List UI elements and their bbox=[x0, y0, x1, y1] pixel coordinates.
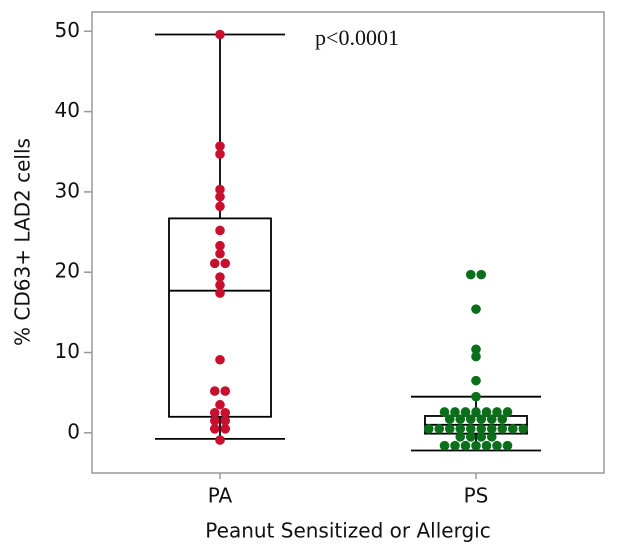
data-point bbox=[215, 201, 225, 212]
data-point bbox=[215, 191, 225, 202]
data-point bbox=[209, 258, 220, 269]
data-point bbox=[471, 351, 481, 362]
data-point bbox=[486, 414, 497, 424]
x-tick-label: PS bbox=[464, 484, 489, 508]
data-point bbox=[476, 424, 487, 434]
data-point bbox=[215, 280, 225, 290]
data-point bbox=[455, 432, 466, 442]
data-point bbox=[465, 424, 476, 434]
y-tick-label: 20 bbox=[55, 259, 80, 283]
y-tick-label: 0 bbox=[67, 419, 80, 443]
data-point bbox=[465, 269, 476, 280]
data-point bbox=[423, 424, 434, 434]
data-point bbox=[220, 424, 231, 434]
data-point bbox=[471, 391, 481, 402]
data-point bbox=[455, 414, 466, 424]
data-point bbox=[465, 414, 476, 424]
y-tick-label: 10 bbox=[55, 339, 80, 363]
data-point bbox=[439, 440, 450, 451]
p-value: p<0.0001 bbox=[315, 25, 399, 50]
data-point bbox=[518, 424, 529, 434]
data-point bbox=[502, 407, 513, 417]
data-point bbox=[444, 414, 455, 424]
data-point bbox=[476, 414, 487, 424]
data-point bbox=[444, 424, 455, 434]
plot-frame bbox=[91, 11, 605, 474]
data-point bbox=[434, 424, 445, 434]
data-point bbox=[209, 407, 220, 418]
data-point bbox=[215, 354, 225, 365]
y-tick-label: 50 bbox=[55, 18, 80, 42]
data-point bbox=[465, 432, 476, 442]
data-point bbox=[471, 440, 481, 451]
data-point bbox=[507, 424, 518, 434]
data-point bbox=[215, 149, 225, 159]
data-point bbox=[215, 288, 225, 298]
data-point bbox=[471, 344, 481, 355]
data-point bbox=[471, 407, 481, 417]
data-point bbox=[492, 407, 502, 417]
box bbox=[168, 217, 272, 418]
data-point bbox=[460, 407, 471, 417]
data-point bbox=[476, 269, 487, 280]
y-tick-label: 40 bbox=[55, 98, 80, 122]
data-point bbox=[220, 407, 231, 418]
data-point bbox=[450, 407, 460, 417]
data-point bbox=[471, 375, 481, 386]
y-tick-label: 30 bbox=[55, 178, 80, 202]
x-tick-label: PA bbox=[208, 484, 233, 508]
data-point bbox=[215, 399, 225, 410]
data-point bbox=[215, 225, 225, 236]
data-point bbox=[220, 415, 231, 426]
data-point bbox=[215, 272, 225, 282]
data-point bbox=[215, 184, 225, 195]
data-point bbox=[497, 414, 508, 424]
data-point bbox=[502, 440, 513, 451]
data-point bbox=[209, 424, 220, 434]
data-point bbox=[439, 407, 450, 417]
data-point bbox=[476, 432, 487, 442]
data-point bbox=[481, 407, 492, 417]
data-point bbox=[209, 386, 220, 396]
data-point bbox=[215, 240, 225, 251]
data-point bbox=[450, 440, 460, 451]
data-point bbox=[471, 304, 481, 314]
data-point bbox=[481, 440, 492, 451]
data-point bbox=[486, 432, 497, 442]
data-point bbox=[215, 248, 225, 259]
data-point bbox=[460, 440, 471, 451]
data-point bbox=[455, 424, 466, 434]
data-point bbox=[220, 386, 231, 396]
data-point bbox=[492, 440, 502, 451]
y-axis-title: % CD63+ LAD2 cells bbox=[11, 138, 35, 346]
data-point bbox=[220, 258, 231, 269]
data-point bbox=[215, 435, 225, 445]
data-point bbox=[215, 141, 225, 151]
data-point bbox=[215, 29, 225, 40]
data-point bbox=[486, 424, 497, 434]
data-point bbox=[497, 424, 508, 434]
data-point bbox=[209, 415, 220, 426]
x-axis-title: Peanut Sensitized or Allergic bbox=[205, 519, 490, 543]
